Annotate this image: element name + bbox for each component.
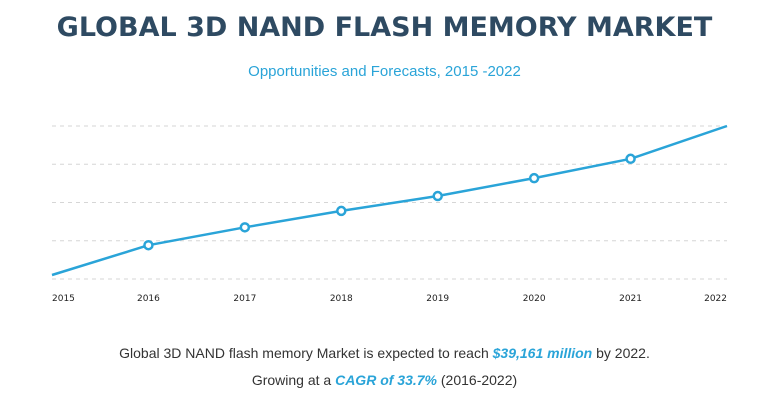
x-tick-label: 2019 — [426, 294, 449, 304]
data-point — [625, 153, 636, 165]
cagr-text: Growing at a CAGR of 33.7% (2016-2022) — [0, 372, 769, 388]
market-forecast-text: Global 3D NAND flash memory Market is ex… — [0, 345, 769, 361]
series-points — [143, 153, 636, 251]
cagr-text-pre: Growing at a — [251, 372, 336, 388]
series-line — [51, 124, 728, 277]
line-chart: 2015 2016 2017 2018 2019 2020 2021 2022 — [51, 124, 728, 304]
x-tick-label: 2015 — [52, 294, 75, 304]
x-tick-label: 2021 — [619, 294, 642, 304]
data-point — [143, 239, 154, 251]
chart-subtitle: Opportunities and Forecasts, 2015 -2022 — [248, 63, 521, 80]
gridlines — [52, 125, 727, 280]
x-tick-label: 2018 — [330, 294, 353, 304]
x-tick-label: 2022 — [704, 294, 727, 304]
x-axis-ticks: 2015 2016 2017 2018 2019 2020 2021 2022 — [52, 294, 727, 304]
data-point — [528, 172, 540, 184]
forecast-text-post: by 2022. — [592, 345, 650, 361]
forecast-value: $39,161 million — [492, 345, 593, 361]
x-tick-label: 2016 — [137, 294, 160, 304]
series-lines — [51, 124, 728, 277]
cagr-value: CAGR of 33.7% — [335, 372, 437, 388]
x-tick-label: 2017 — [233, 294, 256, 304]
x-tick-label: 2020 — [523, 294, 546, 304]
cagr-text-post: (2016-2022) — [437, 372, 518, 388]
data-point — [432, 190, 443, 202]
chart-title: GLOBAL 3D NAND FLASH MEMORY MARKET — [56, 12, 713, 43]
forecast-text-pre: Global 3D NAND flash memory Market is ex… — [119, 345, 493, 361]
data-point — [239, 222, 251, 233]
data-point — [336, 205, 347, 217]
